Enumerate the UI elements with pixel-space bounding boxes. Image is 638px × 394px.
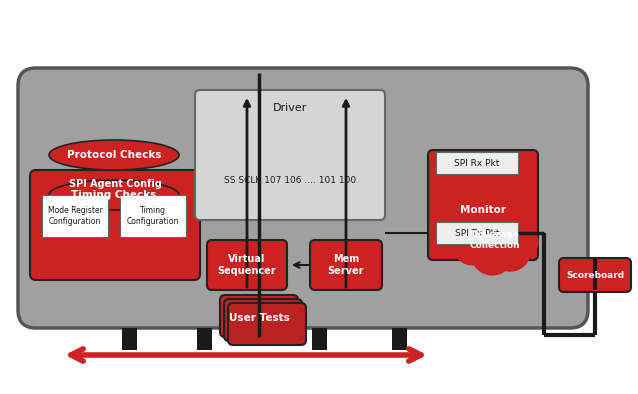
Text: Scoreboard: Scoreboard bbox=[566, 271, 624, 279]
Text: Virtual
Sequencer: Virtual Sequencer bbox=[218, 254, 276, 276]
FancyBboxPatch shape bbox=[30, 170, 200, 280]
FancyBboxPatch shape bbox=[428, 150, 538, 260]
FancyBboxPatch shape bbox=[228, 303, 306, 345]
Circle shape bbox=[493, 212, 532, 251]
Text: Mem
Server: Mem Server bbox=[328, 254, 364, 276]
FancyBboxPatch shape bbox=[220, 295, 298, 337]
Text: SPI Tx Pkt: SPI Tx Pkt bbox=[455, 229, 500, 238]
Circle shape bbox=[450, 220, 483, 253]
Circle shape bbox=[471, 233, 513, 275]
Circle shape bbox=[454, 230, 489, 265]
Bar bbox=[392, 328, 407, 350]
Text: Monitor: Monitor bbox=[460, 205, 506, 215]
Text: Timing
Configuration: Timing Configuration bbox=[127, 206, 179, 226]
FancyBboxPatch shape bbox=[18, 68, 588, 328]
Text: SPI Rx Pkt: SPI Rx Pkt bbox=[454, 158, 500, 167]
Bar bbox=[120, 195, 186, 237]
Bar bbox=[436, 152, 518, 174]
Bar bbox=[42, 195, 108, 237]
Text: Timing Checks: Timing Checks bbox=[71, 190, 157, 200]
Bar bbox=[122, 328, 137, 350]
Bar bbox=[197, 328, 212, 350]
FancyBboxPatch shape bbox=[195, 90, 385, 220]
FancyBboxPatch shape bbox=[310, 240, 382, 290]
Text: Coverage
Collection: Coverage Collection bbox=[470, 230, 521, 250]
FancyBboxPatch shape bbox=[207, 240, 287, 290]
Bar bbox=[436, 222, 518, 244]
Text: Mode Register
Configuration: Mode Register Configuration bbox=[48, 206, 103, 226]
Bar bbox=[312, 328, 327, 350]
Text: User Tests: User Tests bbox=[228, 313, 290, 323]
Text: SS SCLK 107 106 .... 101 100: SS SCLK 107 106 .... 101 100 bbox=[224, 175, 356, 184]
Ellipse shape bbox=[49, 140, 179, 170]
Text: SPI Agent Config: SPI Agent Config bbox=[68, 179, 161, 189]
FancyBboxPatch shape bbox=[559, 258, 631, 292]
Text: Driver: Driver bbox=[273, 103, 307, 113]
FancyBboxPatch shape bbox=[224, 299, 302, 341]
Circle shape bbox=[491, 231, 530, 271]
Circle shape bbox=[464, 210, 525, 270]
Circle shape bbox=[469, 202, 516, 248]
Text: Protocol Checks: Protocol Checks bbox=[67, 150, 161, 160]
Circle shape bbox=[457, 211, 500, 253]
Circle shape bbox=[505, 225, 538, 258]
Ellipse shape bbox=[49, 180, 179, 210]
